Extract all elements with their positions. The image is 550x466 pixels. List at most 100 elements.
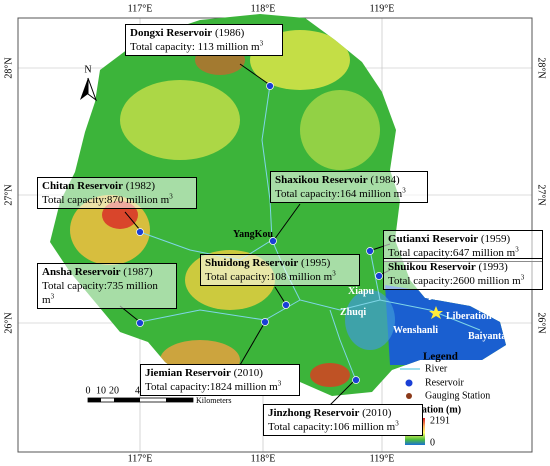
lon-label: 117°E: [128, 453, 153, 464]
callout-heading: Jiemian Reservoir (2010): [145, 366, 295, 380]
capacity-unit-sup: 3: [332, 269, 336, 278]
callout-heading: Ansha Reservoir (1987): [42, 265, 172, 279]
lon-label: 117°E: [128, 3, 153, 14]
place-label: Wenshanli: [393, 325, 439, 336]
reservoir-year: (2010): [362, 407, 392, 419]
callout-heading: Gutianxi Reservoir (1959): [388, 232, 538, 246]
reservoir-year: (1987): [123, 266, 153, 278]
capacity-text: Total capacity:106 million m: [268, 421, 396, 433]
reservoir-name: Shaxikou Reservoir: [275, 174, 368, 186]
callout-heading: Jinzhong Reservoir (2010): [268, 406, 418, 420]
place-label: Zhuqi: [340, 307, 367, 318]
lon-label: 119°E: [370, 453, 395, 464]
place-label: Fuzhou: [428, 292, 461, 303]
capacity-text: Total capacity:164 million m: [275, 188, 403, 200]
reservoir-name: Gutianxi Reservoir: [388, 233, 479, 245]
callout-capacity: Total capacity:1824 million m3: [145, 380, 295, 394]
reservoir-name: Jiemian Reservoir: [145, 367, 231, 379]
lat-label: 27°N: [536, 184, 547, 205]
reservoir-year: (1984): [370, 174, 400, 186]
callout-heading: Chitan Reservoir (1982): [42, 179, 192, 193]
reservoir-callout: Gutianxi Reservoir (1959) Total capacity:…: [383, 230, 543, 262]
reservoir-callout: Shaxikou Reservoir (1984) Total capacity:…: [270, 171, 428, 203]
capacity-text: Total capacity:108 million m: [205, 271, 333, 283]
callout-capacity: Total capacity:108 million m3: [205, 270, 355, 284]
scale-unit: Kilometers: [196, 396, 232, 405]
callout-capacity: Total capacity:647 million m3: [388, 246, 538, 260]
bridge-star: [429, 306, 443, 319]
callout-capacity: Total capacity:164 million m3: [275, 187, 423, 201]
place-label: Xiapu: [348, 286, 375, 297]
callout-heading: Shuikou Reservoir (1993): [388, 260, 538, 274]
callout-heading: Dongxi Reservoir (1986): [130, 26, 278, 40]
capacity-unit-sup: 3: [169, 192, 173, 201]
reservoir-name: Jinzhong Reservoir: [268, 407, 360, 419]
reservoir-year: (2010): [233, 367, 263, 379]
reservoir-year: (1995): [300, 257, 331, 269]
callout-capacity: Total capacity:735 million m3: [42, 279, 172, 307]
lat-label: 26°N: [536, 312, 547, 333]
reservoir-markers: [136, 82, 383, 384]
lon-label: 119°E: [370, 3, 395, 14]
capacity-unit-sup: 3: [520, 273, 525, 282]
reservoir-year: (1986): [214, 27, 245, 39]
lon-labels: 117°E 118°E 119°E 117°E 118°E 119°E: [128, 3, 395, 464]
reservoir-year: (1959): [480, 233, 511, 245]
reservoir-name: Shuidong Reservoir: [205, 257, 299, 269]
capacity-text: Total capacity:1824 million m: [145, 381, 278, 393]
elevation-min: 0: [430, 437, 435, 448]
reservoir-year: (1993): [478, 261, 508, 273]
capacity-unit-sup: 3: [259, 39, 264, 48]
callout-capacity: Total capacity:870 million m3: [42, 193, 192, 207]
reservoir-callout: Jinzhong Reservoir (2010) Total capacity:…: [263, 404, 423, 436]
lat-label: 26°N: [3, 312, 14, 333]
lat-label: 27°N: [3, 184, 14, 205]
capacity-text: Total capacity:647 million m: [388, 247, 516, 259]
lat-label: 28°N: [536, 57, 547, 78]
north-arrow: N: [80, 64, 98, 102]
reservoir-name: Dongxi Reservoir: [130, 27, 213, 39]
lat-label: 28°N: [3, 57, 14, 78]
capacity-unit-sup: 3: [50, 292, 55, 301]
callout-capacity: Total capacity: 113 million m3: [130, 40, 278, 54]
reservoir-name: Chitan Reservoir: [42, 180, 123, 192]
north-label: N: [84, 64, 91, 75]
scale-tick: 0: [86, 385, 91, 396]
place-label: YangKou: [233, 229, 274, 240]
capacity-text: Total capacity:735 million m: [42, 280, 158, 306]
callout-capacity: Total capacity:106 million m3: [268, 420, 418, 434]
callout-heading: Shuidong Reservoir (1995): [205, 256, 355, 270]
capacity-text: Total capacity:870 million m: [42, 194, 170, 206]
place-label: Baiyantan: [468, 331, 512, 342]
reservoir-name: Ansha Reservoir: [42, 266, 121, 278]
elevation-max: 2191: [430, 415, 450, 426]
lon-label: 118°E: [251, 3, 276, 14]
reservoir-callout: Chitan Reservoir (1982) Total capacity:87…: [37, 177, 197, 209]
lon-label: 118°E: [251, 453, 276, 464]
legend-item: River: [425, 363, 448, 374]
callout-capacity: Total capacity:2600 million m3: [388, 274, 538, 288]
elevation-title: Elevation (m): [403, 404, 461, 415]
capacity-text: Total capacity:2600 million m: [388, 275, 521, 287]
capacity-unit-sup: 3: [515, 245, 519, 254]
reservoir-callout: Dongxi Reservoir (1986) Total capacity: 1…: [125, 24, 283, 56]
capacity-unit-sup: 3: [395, 419, 399, 428]
capacity-unit-sup: 3: [277, 379, 282, 388]
reservoir-callout: Shuidong Reservoir (1995) Total capacity:…: [200, 254, 360, 286]
reservoir-callout: Ansha Reservoir (1987) Total capacity:735…: [37, 263, 177, 309]
reservoir-year: (1982): [125, 180, 156, 192]
capacity-text: Total capacity: 113 million m: [130, 41, 260, 53]
reservoir-callout: Shuikou Reservoir (1993) Total capacity:2…: [383, 258, 543, 290]
legend-title: Legend: [423, 351, 458, 363]
callout-heading: Shaxikou Reservoir (1984): [275, 173, 423, 187]
capacity-unit-sup: 3: [402, 186, 406, 195]
reservoir-name: Shuikou Reservoir: [388, 261, 476, 273]
reservoir-callout: Jiemian Reservoir (2010) Total capacity:1…: [140, 364, 300, 396]
legend-item: Gauging Station: [425, 390, 490, 401]
scale-tick: 20: [109, 385, 119, 396]
scale-tick: 10: [96, 385, 106, 396]
legend-item: Reservoir: [425, 377, 465, 388]
place-label: Liberation Bridge: [446, 311, 523, 322]
lat-labels: 28°N 27°N 26°N 28°N 27°N 26°N: [3, 57, 546, 333]
